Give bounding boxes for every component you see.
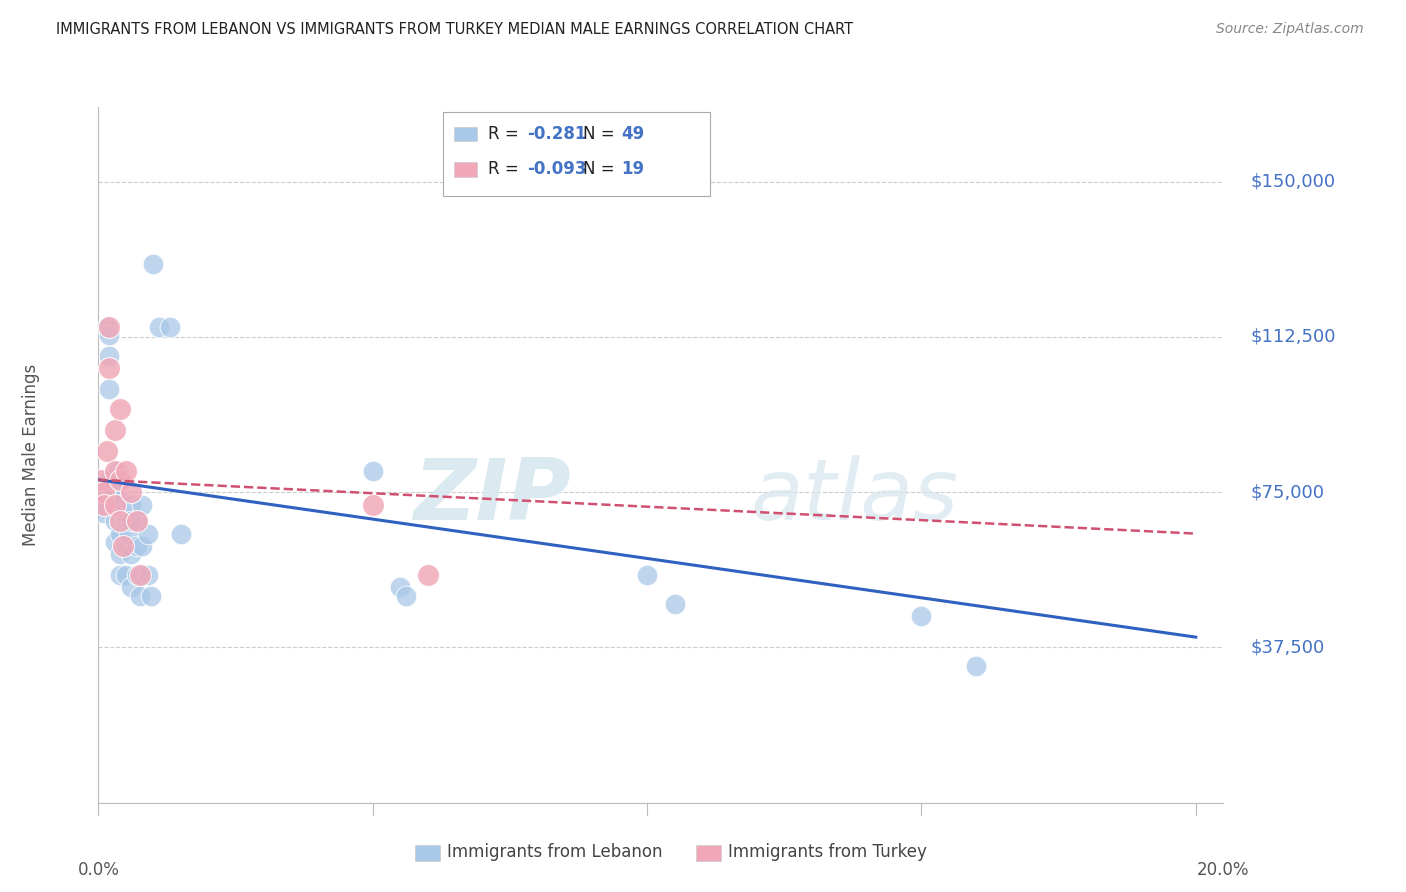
Point	[98, 473, 121, 487]
Point	[96, 443, 118, 458]
Point	[104, 498, 127, 512]
Point	[395, 589, 418, 603]
Point	[110, 547, 132, 561]
Point	[361, 498, 384, 512]
Point	[98, 319, 121, 334]
Point	[131, 568, 153, 582]
Point	[128, 568, 150, 582]
Point	[110, 514, 132, 528]
Point	[120, 581, 142, 595]
Text: Immigrants from Lebanon: Immigrants from Lebanon	[447, 843, 662, 861]
Point	[120, 498, 142, 512]
Point	[110, 473, 132, 487]
Point	[120, 514, 142, 528]
Point	[93, 506, 115, 520]
Point	[148, 319, 170, 334]
Point	[115, 568, 138, 582]
Point	[120, 547, 142, 561]
Text: $75,000: $75,000	[1251, 483, 1324, 501]
Text: ZIP: ZIP	[413, 455, 571, 538]
Point	[98, 349, 121, 363]
Text: -0.093: -0.093	[527, 161, 586, 178]
Text: IMMIGRANTS FROM LEBANON VS IMMIGRANTS FROM TURKEY MEDIAN MALE EARNINGS CORRELATI: IMMIGRANTS FROM LEBANON VS IMMIGRANTS FR…	[56, 22, 853, 37]
Point	[98, 361, 121, 376]
Text: $37,500: $37,500	[1251, 639, 1324, 657]
Text: N =: N =	[583, 125, 620, 143]
Point	[90, 473, 112, 487]
Point	[159, 319, 181, 334]
Point	[136, 568, 159, 582]
Text: N =: N =	[583, 161, 620, 178]
Point	[115, 539, 138, 553]
Point	[110, 526, 132, 541]
Point	[104, 498, 127, 512]
Point	[110, 402, 132, 417]
Point	[125, 514, 148, 528]
Point	[125, 568, 148, 582]
Point	[104, 535, 127, 549]
Point	[104, 465, 127, 479]
Text: R =: R =	[488, 125, 524, 143]
Text: -0.281: -0.281	[527, 125, 586, 143]
Point	[90, 498, 112, 512]
Point	[139, 589, 162, 603]
Point	[131, 539, 153, 553]
Point	[136, 526, 159, 541]
Text: 0.0%: 0.0%	[77, 861, 120, 879]
Point	[104, 473, 127, 487]
Text: 20.0%: 20.0%	[1197, 861, 1250, 879]
Point	[416, 568, 439, 582]
Point	[128, 589, 150, 603]
Point	[115, 465, 138, 479]
Point	[115, 514, 138, 528]
Text: $150,000: $150,000	[1251, 172, 1336, 191]
Point	[965, 659, 987, 673]
Point	[93, 485, 115, 500]
Text: Immigrants from Turkey: Immigrants from Turkey	[728, 843, 927, 861]
Text: $112,500: $112,500	[1251, 328, 1336, 346]
Point	[110, 568, 132, 582]
Point	[98, 382, 121, 396]
Point	[101, 485, 124, 500]
Point	[389, 581, 412, 595]
Point	[125, 514, 148, 528]
Text: 49: 49	[621, 125, 645, 143]
Point	[125, 539, 148, 553]
Point	[142, 257, 165, 271]
Point	[361, 465, 384, 479]
Point	[112, 506, 135, 520]
Point	[664, 597, 686, 611]
Point	[104, 514, 127, 528]
Point	[910, 609, 932, 624]
Point	[170, 526, 193, 541]
Point	[131, 498, 153, 512]
Text: atlas: atlas	[751, 455, 959, 538]
Text: R =: R =	[488, 161, 524, 178]
Point	[93, 498, 115, 512]
Point	[96, 319, 118, 334]
Point	[98, 327, 121, 342]
Point	[636, 568, 658, 582]
Text: Source: ZipAtlas.com: Source: ZipAtlas.com	[1216, 22, 1364, 37]
Point	[93, 493, 115, 508]
Text: Median Male Earnings: Median Male Earnings	[22, 364, 39, 546]
Point	[120, 485, 142, 500]
Point	[104, 423, 127, 437]
Point	[117, 526, 139, 541]
Point	[112, 539, 135, 553]
Point	[93, 485, 115, 500]
Point	[110, 493, 132, 508]
Text: 19: 19	[621, 161, 644, 178]
Point	[107, 465, 129, 479]
